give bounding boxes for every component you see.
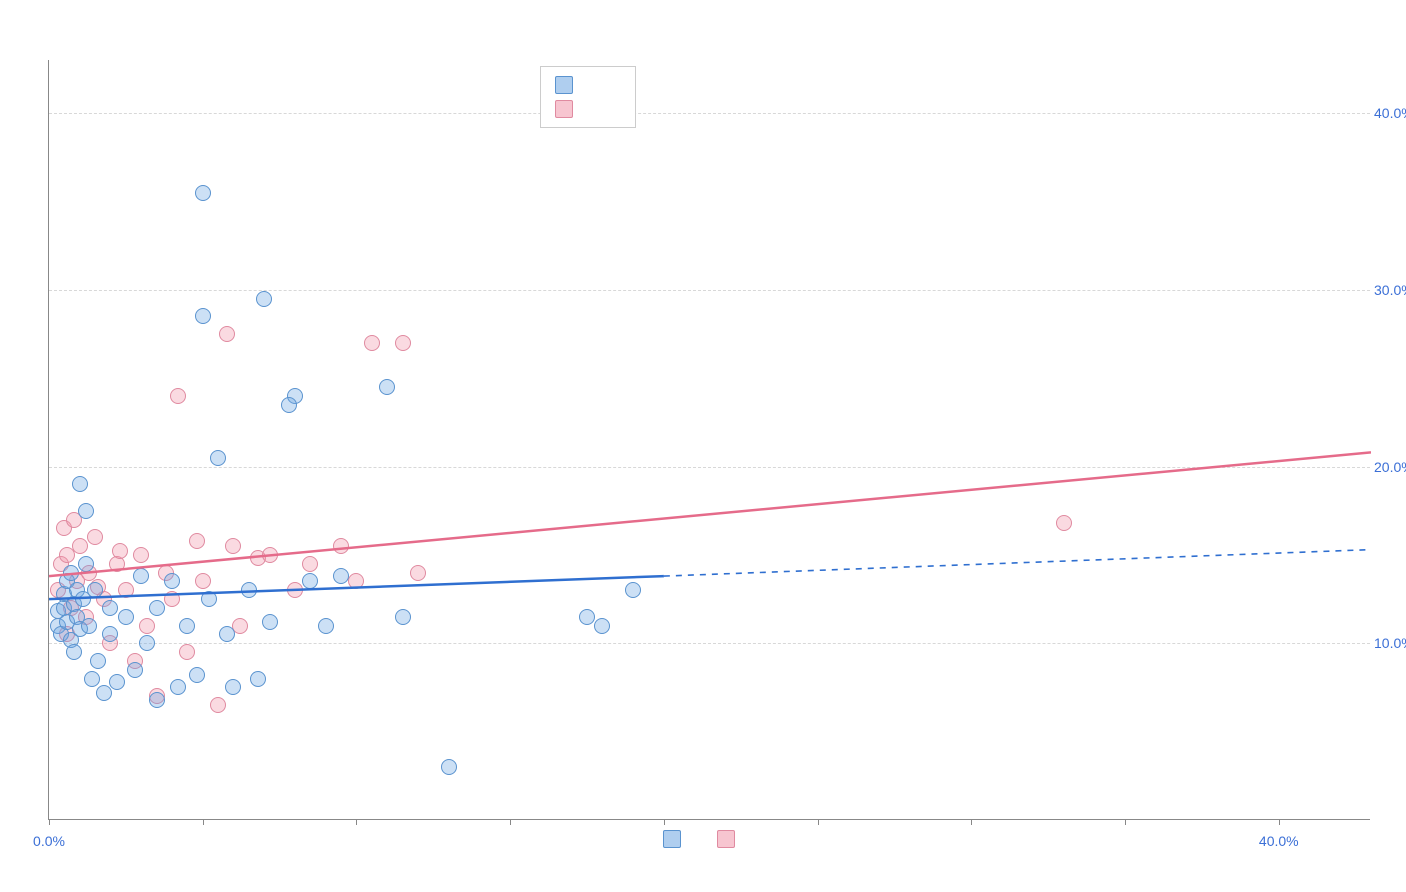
data-point-tongans: [133, 568, 149, 584]
gridline: [49, 113, 1370, 114]
legend-item-tongans: [663, 830, 689, 848]
data-point-tongans: [72, 476, 88, 492]
x-tick: [1125, 819, 1126, 825]
data-point-micronesia: [112, 543, 128, 559]
data-point-tongans: [579, 609, 595, 625]
data-point-micronesia: [210, 697, 226, 713]
data-point-tongans: [594, 618, 610, 634]
data-point-tongans: [149, 692, 165, 708]
x-tick: [49, 819, 50, 825]
data-point-tongans: [395, 609, 411, 625]
data-point-tongans: [84, 671, 100, 687]
data-point-tongans: [250, 671, 266, 687]
data-point-tongans: [256, 291, 272, 307]
data-point-tongans: [189, 667, 205, 683]
data-point-tongans: [201, 591, 217, 607]
legend-item-micronesia: [717, 830, 743, 848]
y-tick-label: 20.0%: [1374, 459, 1406, 475]
data-point-micronesia: [189, 533, 205, 549]
data-point-tongans: [625, 582, 641, 598]
data-point-tongans: [81, 618, 97, 634]
x-tick: [510, 819, 511, 825]
data-point-tongans: [127, 662, 143, 678]
y-tick-label: 30.0%: [1374, 282, 1406, 298]
swatch-blue-icon: [663, 830, 681, 848]
trend-lines: [49, 60, 1371, 820]
y-tick-label: 40.0%: [1374, 105, 1406, 121]
data-point-tongans: [63, 565, 79, 581]
data-point-tongans: [139, 635, 155, 651]
x-tick: [356, 819, 357, 825]
data-point-tongans: [241, 582, 257, 598]
data-point-micronesia: [395, 335, 411, 351]
data-point-micronesia: [195, 573, 211, 589]
swatch-pink-icon: [555, 100, 573, 118]
data-point-micronesia: [348, 573, 364, 589]
series-legend: [0, 830, 1406, 848]
data-point-tongans: [118, 609, 134, 625]
data-point-tongans: [90, 653, 106, 669]
x-tick: [664, 819, 665, 825]
data-point-micronesia: [72, 538, 88, 554]
data-point-tongans: [66, 644, 82, 660]
data-point-tongans: [281, 397, 297, 413]
data-point-tongans: [219, 626, 235, 642]
legend-stats-row-tongans: [555, 73, 621, 97]
data-point-micronesia: [262, 547, 278, 563]
data-point-tongans: [102, 626, 118, 642]
data-point-micronesia: [364, 335, 380, 351]
data-point-tongans: [195, 308, 211, 324]
legend-stats-box: [540, 66, 636, 128]
data-point-micronesia: [410, 565, 426, 581]
x-tick: [971, 819, 972, 825]
swatch-pink-icon: [717, 830, 735, 848]
data-point-tongans: [262, 614, 278, 630]
data-point-micronesia: [333, 538, 349, 554]
data-point-tongans: [149, 600, 165, 616]
data-point-tongans: [87, 582, 103, 598]
data-point-micronesia: [139, 618, 155, 634]
data-point-tongans: [379, 379, 395, 395]
data-point-micronesia: [164, 591, 180, 607]
data-point-tongans: [441, 759, 457, 775]
data-point-tongans: [109, 674, 125, 690]
data-point-micronesia: [170, 388, 186, 404]
data-point-micronesia: [87, 529, 103, 545]
data-point-tongans: [333, 568, 349, 584]
data-point-tongans: [102, 600, 118, 616]
gridline: [49, 290, 1370, 291]
legend-stats-row-micronesia: [555, 97, 621, 121]
data-point-micronesia: [133, 547, 149, 563]
data-point-tongans: [170, 679, 186, 695]
data-point-micronesia: [287, 582, 303, 598]
x-tick: [1279, 819, 1280, 825]
chart-header: [0, 0, 1406, 20]
data-point-micronesia: [1056, 515, 1072, 531]
data-point-tongans: [302, 573, 318, 589]
data-point-micronesia: [179, 644, 195, 660]
gridline: [49, 643, 1370, 644]
data-point-tongans: [179, 618, 195, 634]
data-point-tongans: [78, 556, 94, 572]
data-point-micronesia: [302, 556, 318, 572]
data-point-tongans: [318, 618, 334, 634]
data-point-tongans: [195, 185, 211, 201]
swatch-blue-icon: [555, 76, 573, 94]
data-point-tongans: [78, 503, 94, 519]
data-point-micronesia: [118, 582, 134, 598]
data-point-micronesia: [219, 326, 235, 342]
x-tick: [203, 819, 204, 825]
data-point-tongans: [210, 450, 226, 466]
x-tick: [818, 819, 819, 825]
data-point-tongans: [164, 573, 180, 589]
data-point-micronesia: [225, 538, 241, 554]
y-tick-label: 10.0%: [1374, 635, 1406, 651]
gridline: [49, 467, 1370, 468]
scatter-chart: 10.0%20.0%30.0%40.0%0.0%40.0%: [48, 60, 1370, 820]
data-point-tongans: [225, 679, 241, 695]
